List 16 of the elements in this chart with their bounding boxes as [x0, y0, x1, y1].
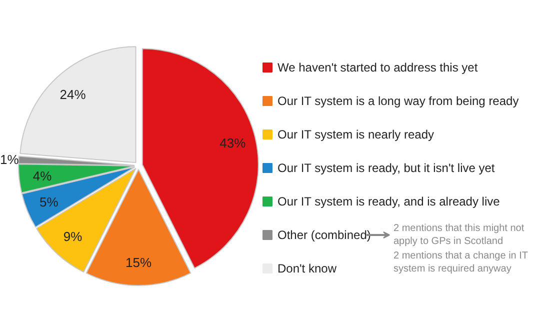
legend-label: Our IT system is ready, and is already live [278, 194, 500, 208]
data-label: 43% [220, 136, 246, 151]
legend-label: Our IT system is ready, but it isn't live yet [278, 161, 496, 175]
legend-label: Our IT system is a long way from being ready [278, 94, 519, 108]
data-label: 15% [125, 254, 152, 270]
data-label: 1% [0, 152, 20, 167]
text: 2 mentions that this might not apply to GPs in Scotland [394, 222, 524, 248]
legend-label: Don't know [278, 262, 337, 276]
legend-label: Our IT system is nearly ready [278, 128, 434, 142]
text: 2 mentions that a change in IT system is required anyway [394, 250, 528, 275]
data-label: 9% [63, 229, 83, 244]
data-label: 24% [60, 86, 86, 102]
legend-label: Other (combined) [278, 228, 371, 242]
legend-label: We haven't started to address this yet [278, 60, 478, 74]
data-label: 4% [32, 168, 52, 184]
data-label: 5% [40, 194, 59, 210]
